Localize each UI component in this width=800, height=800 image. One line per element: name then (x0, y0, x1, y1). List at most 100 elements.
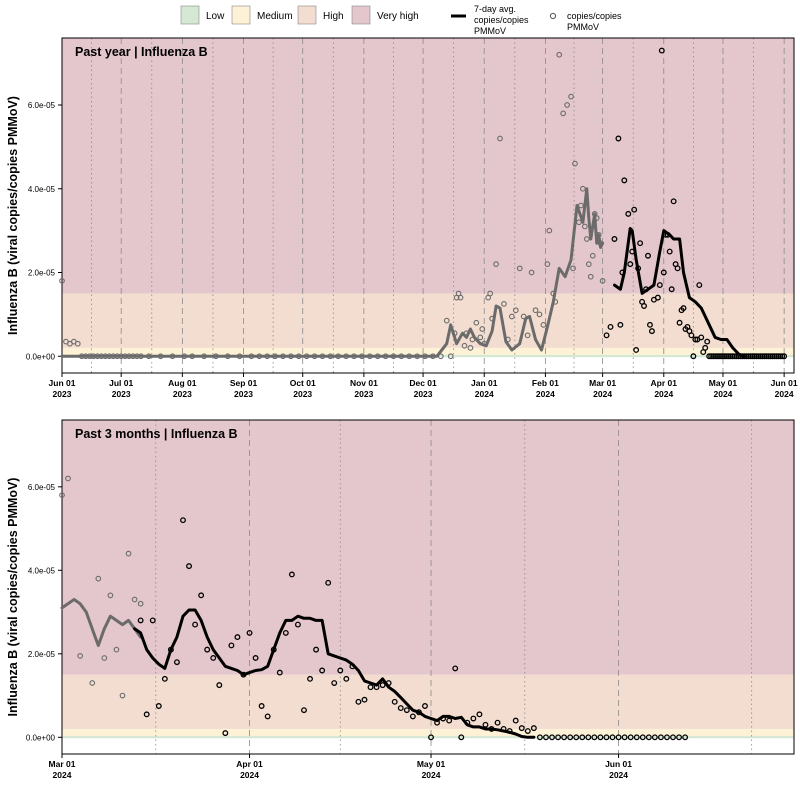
black-point (621, 734, 628, 741)
gray-point (110, 353, 117, 360)
x-tick-year-4: 2023 (293, 389, 312, 399)
black-point (512, 717, 519, 724)
gray-point (59, 492, 65, 499)
black-point (319, 667, 326, 674)
gray-point (532, 307, 539, 314)
gray-point (589, 252, 596, 259)
gray-point (327, 353, 334, 360)
black-point (192, 621, 199, 628)
black-point (680, 305, 687, 312)
gray-point (461, 342, 468, 349)
black-point (403, 707, 410, 714)
black-point (452, 665, 459, 672)
black-point (307, 675, 313, 682)
band-medium (62, 728, 794, 737)
black-point (625, 210, 632, 217)
gray-point (319, 353, 326, 360)
black-point (654, 294, 661, 301)
legend-line-label-1: 7-day avg. (474, 4, 516, 14)
black-point (294, 621, 301, 628)
gray-point (295, 353, 302, 360)
black-point (228, 642, 235, 649)
band-high (62, 674, 794, 729)
black-point (440, 715, 447, 722)
black-point (609, 734, 616, 741)
gray-point (398, 353, 405, 360)
y-tick-label-1: 2.0e-05 (28, 269, 56, 278)
black-point (579, 734, 586, 741)
black-point (731, 353, 738, 360)
gray-point (544, 261, 551, 267)
gray-point (213, 353, 219, 360)
gray-point (122, 353, 128, 360)
black-point (698, 334, 705, 341)
black-point (720, 353, 726, 360)
gray-point (487, 290, 494, 297)
black-point (751, 353, 758, 360)
gray-point (335, 353, 342, 360)
legend-label-3: Very high (377, 11, 419, 22)
black-point (222, 730, 229, 737)
black-point (276, 669, 283, 676)
black-point (651, 734, 658, 741)
black-point (385, 680, 392, 686)
black-point (755, 353, 762, 360)
x-tick-year-2: 2024 (422, 770, 441, 780)
gray-point (501, 301, 507, 307)
gray-point (457, 294, 464, 301)
black-point (506, 728, 513, 734)
legend-line-label-3: PMMoV (474, 26, 506, 36)
black-point (331, 680, 338, 686)
black-point (747, 353, 754, 360)
gray-point (516, 265, 523, 272)
band-very-high (62, 420, 794, 675)
black-point (725, 353, 732, 360)
gray-point (580, 185, 586, 192)
y-tick-label-2: 4.0e-05 (28, 185, 56, 194)
black-point (415, 709, 422, 716)
x-tick-label-2: May 01 (417, 759, 446, 769)
x-tick-label-0: Mar 01 (49, 759, 76, 769)
gray-point (272, 353, 278, 360)
series-line-1 (613, 227, 747, 358)
gray-point (414, 353, 420, 360)
black-point (737, 353, 744, 360)
black-point (648, 328, 655, 335)
black-point (482, 721, 489, 728)
gray-point (540, 321, 547, 328)
black-point (549, 734, 555, 741)
gray-point (481, 340, 488, 347)
gray-point (437, 353, 444, 360)
gray-point (134, 353, 140, 360)
gray-point (131, 596, 138, 603)
black-point (666, 248, 673, 255)
black-point (500, 726, 507, 732)
black-point (428, 734, 434, 741)
black-point (664, 231, 671, 238)
black-point (186, 563, 192, 570)
black-point (769, 353, 776, 360)
gray-point (585, 261, 592, 267)
gray-point (78, 353, 85, 360)
black-point (662, 231, 669, 238)
band-very-high (62, 38, 794, 294)
x-tick-label-1: Apr 01 (236, 759, 263, 769)
black-point (446, 717, 453, 724)
gray-point (546, 227, 553, 234)
gray-point (248, 353, 255, 360)
black-point (264, 713, 271, 720)
gray-point (264, 353, 271, 360)
black-point (621, 177, 628, 184)
x-tick-label-7: Jan 01 (471, 378, 498, 388)
black-point (660, 269, 667, 276)
x-tick-label-12: Jun 01 (771, 378, 798, 388)
x-tick-year-11: 2024 (714, 389, 733, 399)
black-point (668, 286, 675, 293)
y-tick-label-0: 0.0e+00 (26, 733, 56, 742)
legend-line-label-2: copies/copies (474, 15, 529, 25)
gray-point (451, 330, 458, 337)
black-point (367, 684, 374, 691)
legend-swatch-2 (297, 5, 317, 25)
